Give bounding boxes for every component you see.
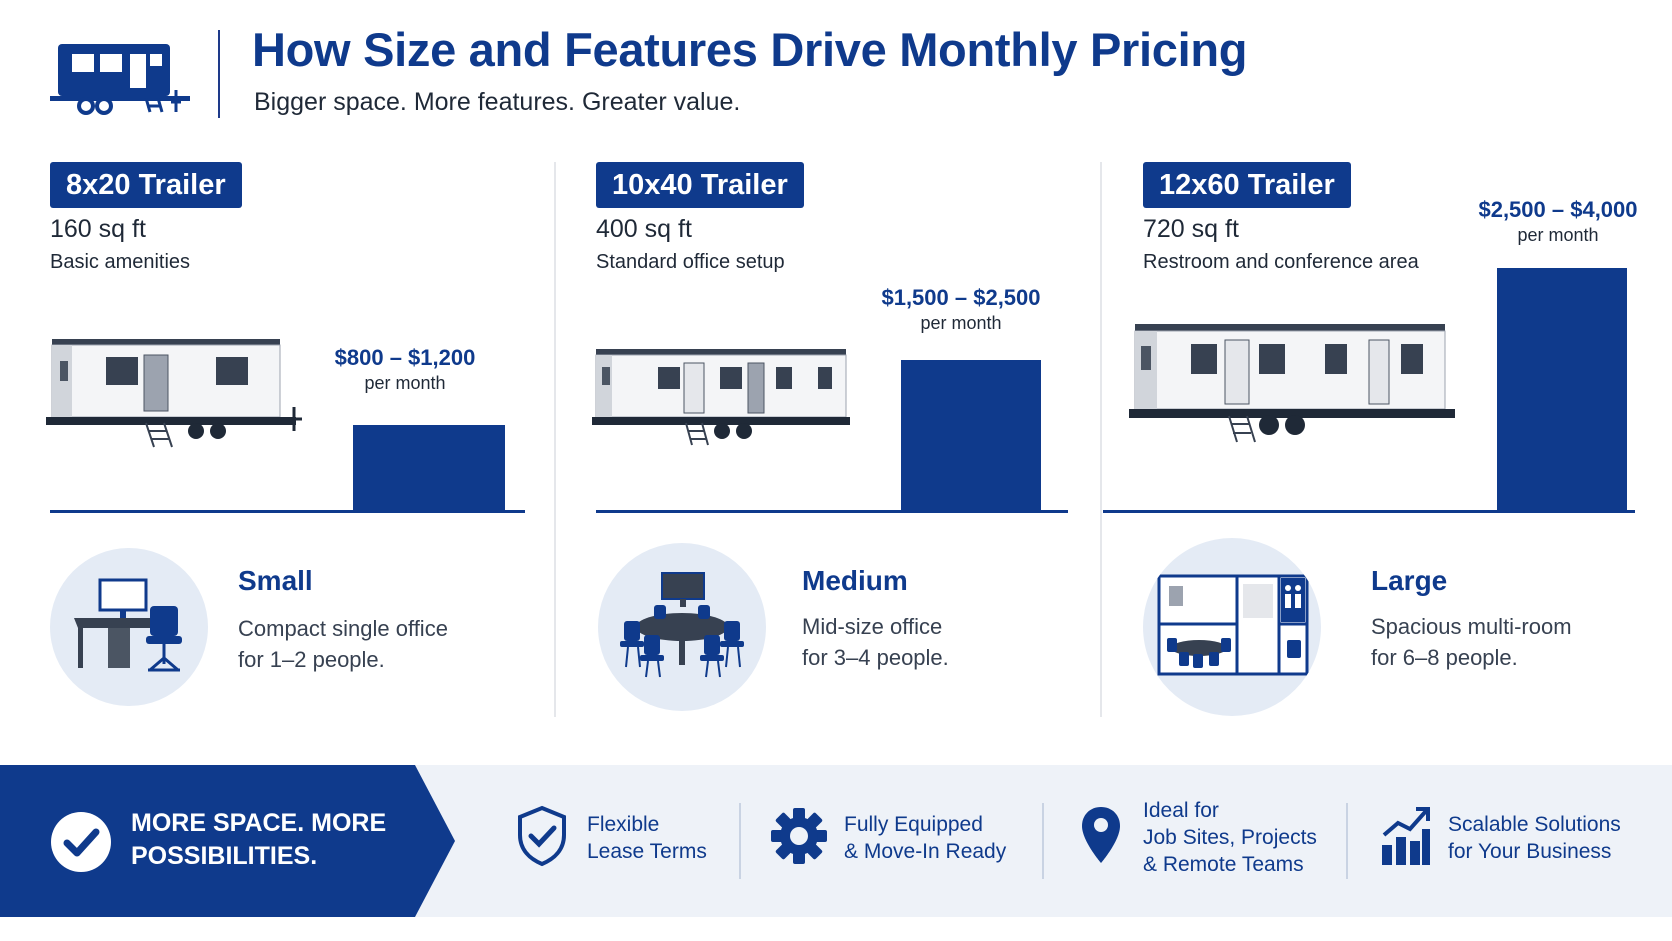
trailer-image — [592, 349, 850, 446]
price-label: $800 – $1,200 per month — [330, 345, 480, 394]
gear-icon — [771, 808, 827, 864]
price-label: $1,500 – $2,500 per month — [876, 285, 1046, 334]
desk-icon — [74, 578, 182, 672]
size-illustration — [598, 543, 766, 711]
feature-text: Flexible Lease Terms — [587, 813, 707, 863]
page-subtitle: Bigger space. More features. Greater val… — [254, 88, 741, 116]
trailer-badge: 12x60 Trailer — [1143, 162, 1351, 208]
trailer-card-12x60: 12x60 Trailer 720 sq ft Restroom and con… — [1103, 155, 1672, 716]
price-period: per month — [364, 373, 446, 393]
trailer-sqft: 720 sq ft — [1143, 215, 1239, 243]
trailer-icon — [50, 44, 190, 115]
chart-baseline — [596, 510, 1068, 513]
size-name: Medium — [802, 565, 908, 596]
growth-chart-icon — [1382, 807, 1430, 865]
footer-bar: MORE SPACE. MORE POSSIBILITIES. Flexible… — [0, 765, 1672, 917]
price-bar — [1497, 268, 1627, 510]
footer-banner-text: MORE SPACE. MORE POSSIBILITIES. — [131, 809, 387, 870]
size-description: Mid-size office for 3–4 people. — [802, 611, 949, 673]
feature-text: Ideal for Job Sites, Projects & Remote T… — [1143, 799, 1317, 876]
header-divider — [218, 30, 220, 118]
price-range: $2,500 – $4,000 — [1478, 197, 1638, 222]
trailer-amenities: Basic amenities — [50, 251, 191, 273]
feature-divider — [1346, 803, 1348, 879]
feature-text: Fully Equipped & Move-In Ready — [844, 813, 1007, 863]
price-period: per month — [920, 313, 1002, 333]
size-illustration — [1143, 538, 1321, 716]
header: How Size and Features Drive Monthly Pric… — [0, 0, 1672, 130]
location-pin-icon — [1082, 807, 1120, 863]
trailer-badge: 10x40 Trailer — [596, 162, 804, 208]
page-title: How Size and Features Drive Monthly Pric… — [252, 23, 1248, 76]
feature-divider — [1042, 803, 1044, 879]
column-divider — [554, 162, 556, 717]
size-description-line: for 3–4 people. — [802, 645, 949, 670]
price-period: per month — [1517, 225, 1599, 245]
size-description-line: for 6–8 people. — [1371, 645, 1518, 670]
size-description: Spacious multi-room for 6–8 people. — [1371, 611, 1572, 673]
trailer-amenities: Standard office setup — [596, 251, 785, 273]
price-bar — [901, 360, 1041, 510]
size-name: Small — [238, 565, 313, 596]
price-range: $1,500 – $2,500 — [881, 285, 1041, 310]
price-bar — [353, 425, 505, 510]
size-name: Large — [1371, 565, 1448, 596]
meeting-table-icon — [620, 572, 744, 678]
size-description: Compact single office for 1–2 people. — [238, 613, 448, 675]
size-description-line: Compact single office — [238, 616, 448, 641]
price-label: $2,500 – $4,000 per month — [1468, 197, 1648, 246]
trailer-card-10x40: 10x40 Trailer 400 sq ft Standard office … — [592, 155, 1141, 715]
size-description-line: Spacious multi-room — [1371, 614, 1572, 639]
chart-baseline — [1103, 510, 1635, 513]
check-circle-icon — [51, 812, 111, 872]
trailer-sqft: 160 sq ft — [50, 215, 146, 243]
shield-check-icon — [518, 805, 566, 867]
trailer-badge: 8x20 Trailer — [50, 162, 242, 208]
chart-baseline — [50, 510, 525, 513]
price-range: $800 – $1,200 — [334, 345, 476, 370]
column-divider — [1100, 162, 1102, 717]
trailer-image — [46, 339, 302, 448]
feature-text: Scalable Solutions for Your Business — [1448, 813, 1621, 863]
size-description-line: for 1–2 people. — [238, 647, 385, 672]
trailer-image — [1129, 324, 1455, 443]
feature-divider — [739, 803, 741, 879]
footer-banner-shape — [0, 765, 455, 917]
trailer-sqft: 400 sq ft — [596, 215, 692, 243]
size-illustration — [50, 548, 208, 706]
trailer-card-8x20: 8x20 Trailer 160 sq ft Basic amenities $… — [46, 155, 595, 715]
floor-plan-icon — [1157, 574, 1309, 676]
size-description-line: Mid-size office — [802, 614, 943, 639]
trailer-amenities: Restroom and conference area — [1143, 251, 1419, 273]
